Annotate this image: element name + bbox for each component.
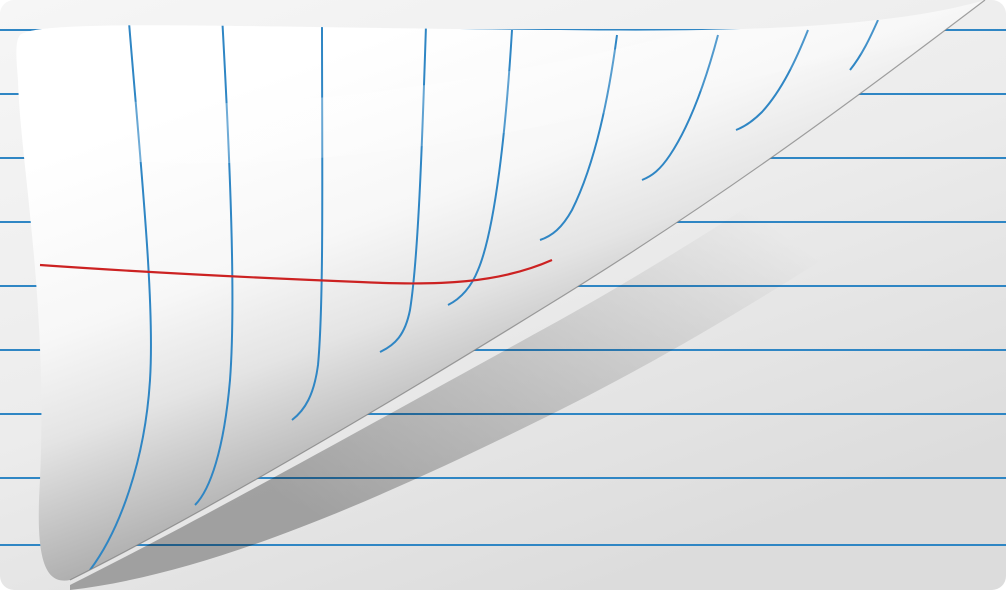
curled-page: [16, 0, 986, 581]
curl-margin-line: [39, 258, 553, 285]
curl-edge: [69, 0, 986, 581]
